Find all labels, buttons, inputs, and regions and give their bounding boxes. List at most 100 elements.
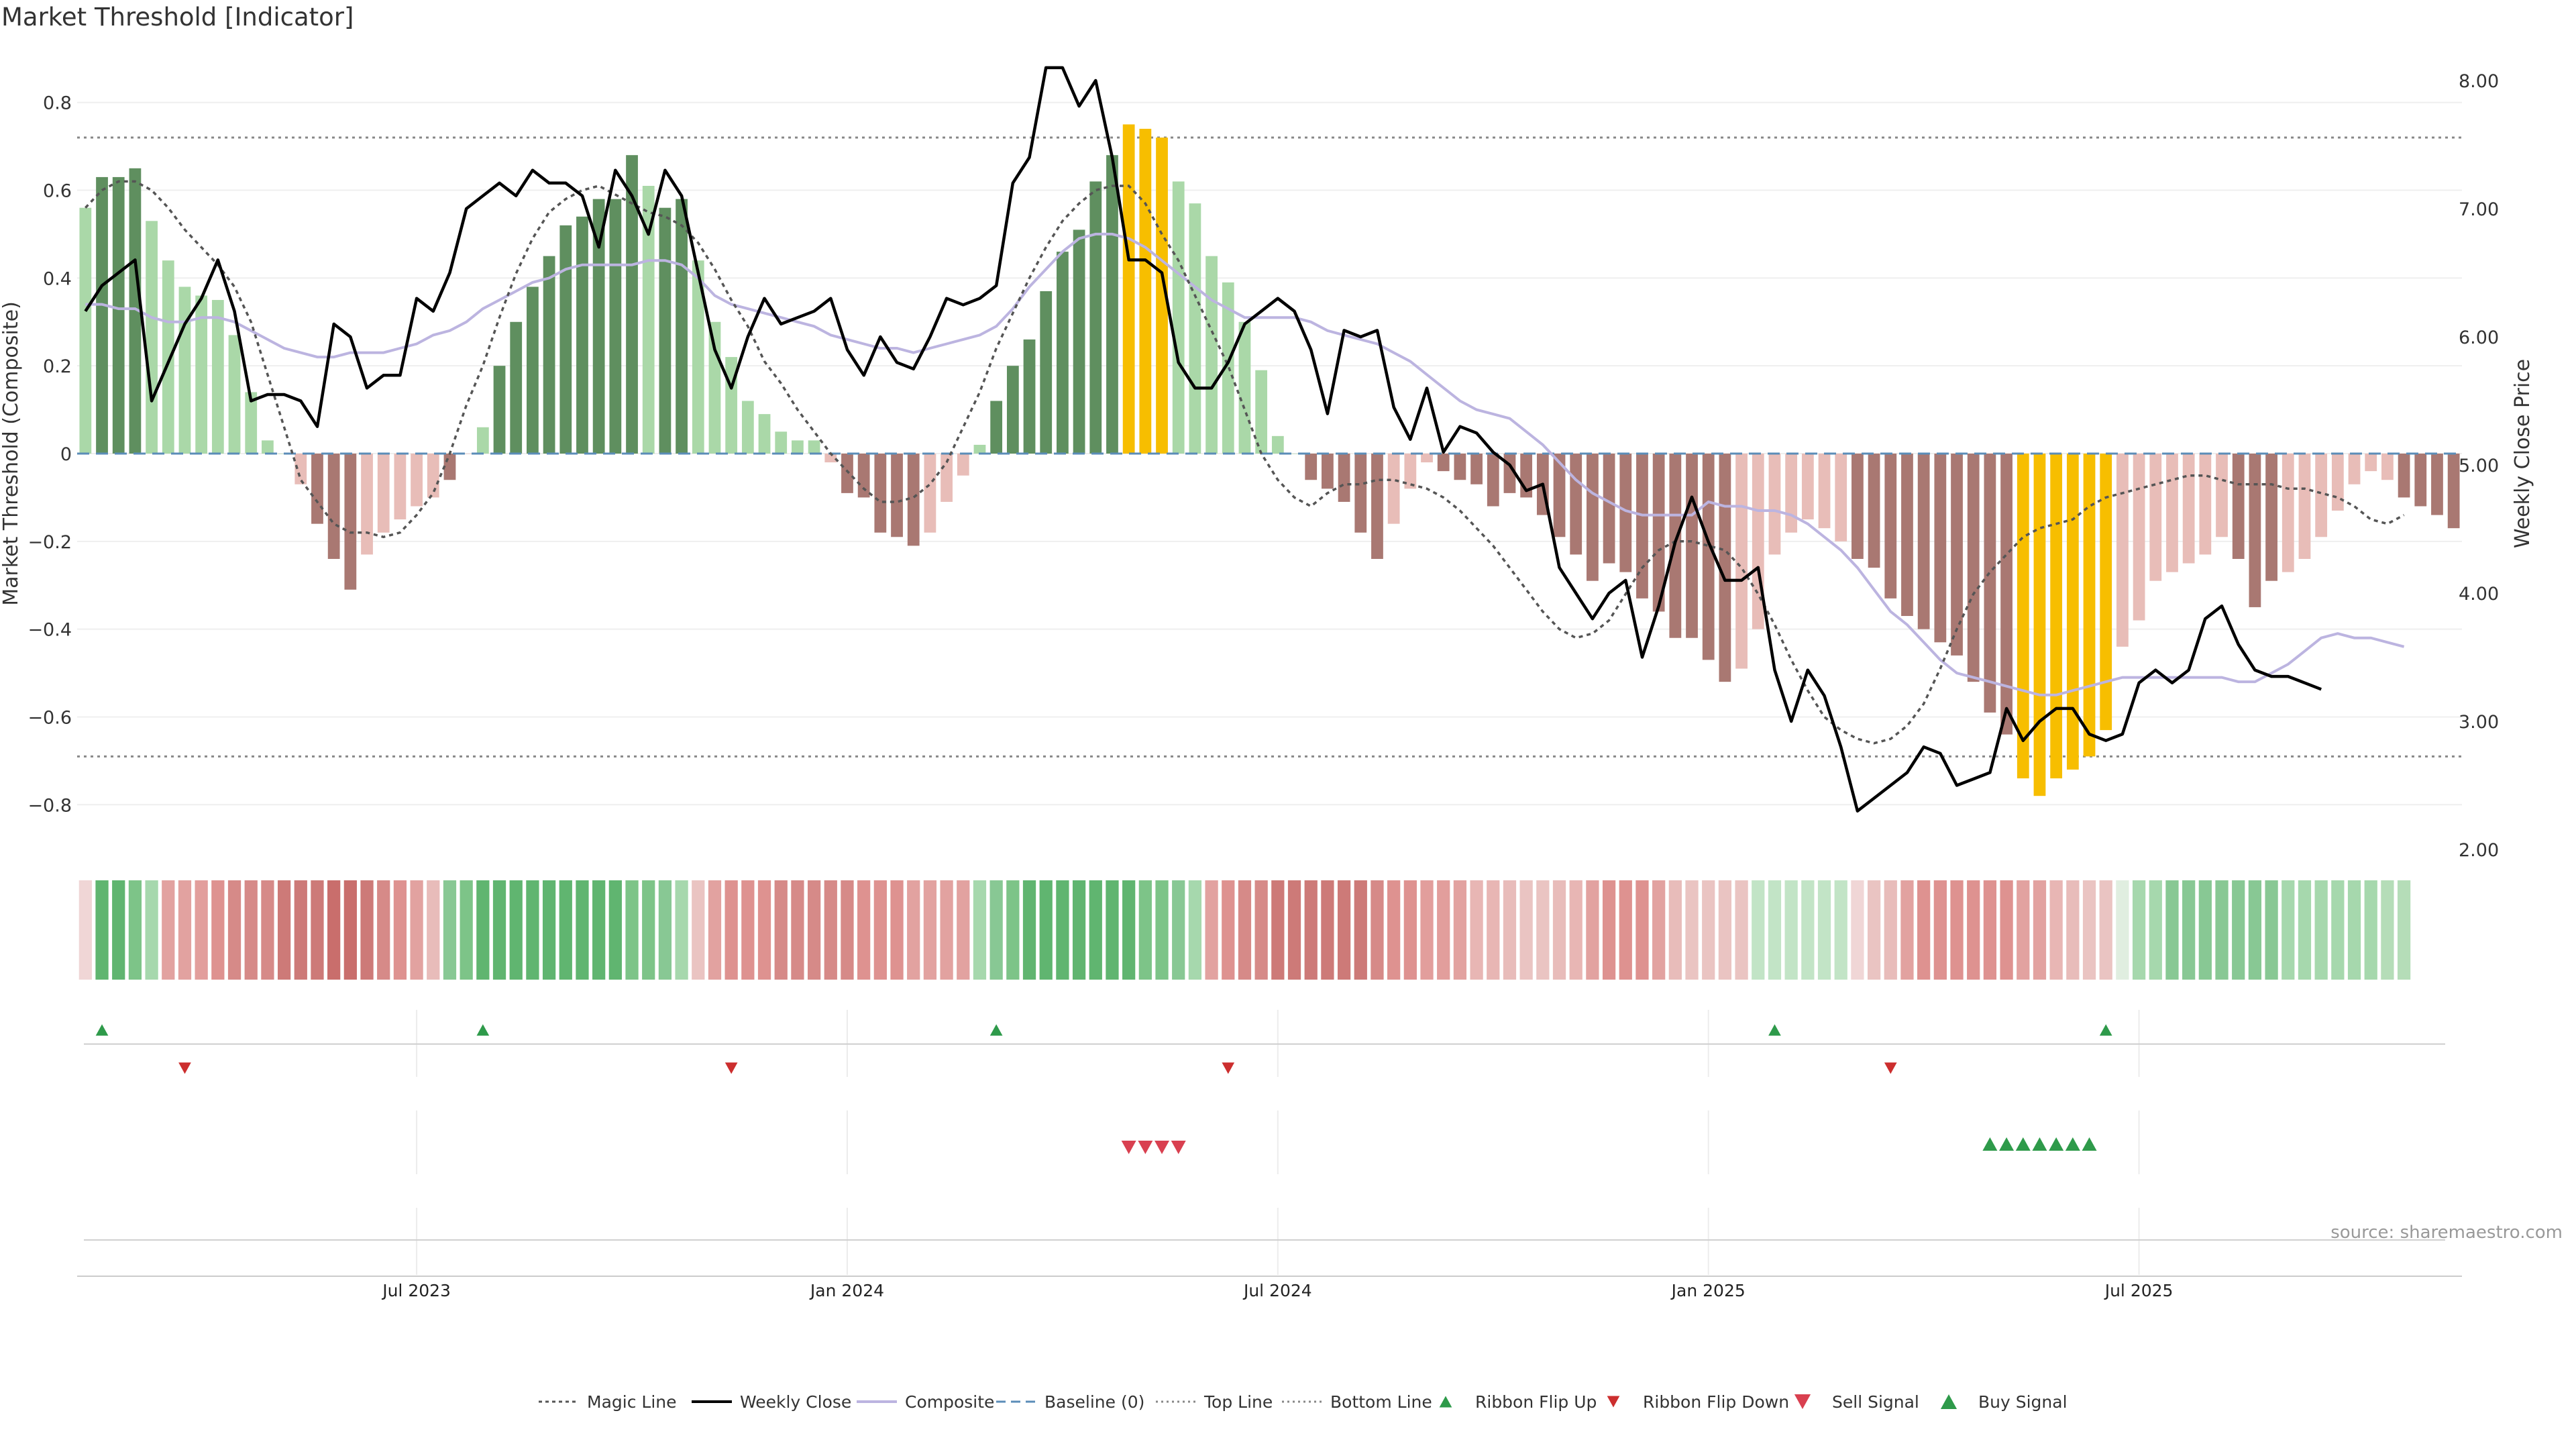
composite-bar [2232, 454, 2245, 559]
ribbon-segment [1387, 880, 1401, 980]
composite-bar [1785, 454, 1798, 533]
ribbon-segment [1371, 880, 1384, 980]
composite-bar [1570, 454, 1582, 555]
composite-bar [2381, 454, 2394, 480]
ribbon-segment [162, 880, 175, 980]
ribbon-segment [1354, 880, 1367, 980]
ribbon-segment [1950, 880, 1964, 980]
composite-bar [1305, 454, 1318, 480]
ribbon-segment [2381, 880, 2394, 980]
composite-bar [2365, 454, 2377, 472]
x-tick-label: Jul 2025 [2104, 1281, 2174, 1300]
ribbon-segment [1917, 880, 1931, 980]
composite-bar [2282, 454, 2294, 572]
ribbon-segment [973, 880, 987, 980]
ribbon-segment [78, 880, 92, 980]
ribbon-segment [1022, 880, 1036, 980]
x-tick-label: Jan 2024 [809, 1281, 884, 1300]
composite-bar [841, 454, 853, 493]
composite-bar [1057, 252, 1069, 454]
ribbon-segment [460, 880, 473, 980]
ribbon-segment [1884, 880, 1897, 980]
composite-bar [2315, 454, 2328, 537]
ribbon-segment [178, 880, 192, 980]
ribbon-segment [1470, 880, 1483, 980]
composite-bar [758, 414, 771, 454]
ribbon-segment [658, 880, 672, 980]
y-tick-label: 0.8 [43, 93, 72, 114]
composite-bar [162, 260, 174, 454]
ribbon-segment [940, 880, 953, 980]
buy-signal-marker [2065, 1137, 2080, 1151]
legend-swatch [1439, 1396, 1452, 1408]
y-tick-label: 0.4 [43, 268, 72, 289]
composite-bar [129, 168, 142, 454]
composite-bar [1205, 256, 1218, 454]
ribbon-segment [907, 880, 920, 980]
ribbon-segment [708, 880, 722, 980]
ribbon-flip-down-marker [1222, 1062, 1235, 1074]
composite-bar [973, 444, 986, 454]
ribbon-segment [2149, 880, 2162, 980]
ribbon-segment [294, 880, 307, 980]
ribbon-flip-down-marker [1884, 1062, 1897, 1074]
ribbon-segment [1321, 880, 1334, 980]
ribbon-segment [277, 880, 291, 980]
ribbon-segment [1006, 880, 1020, 980]
composite-bar [2050, 454, 2063, 779]
composite-bar [626, 155, 638, 454]
composite-bar [327, 454, 340, 559]
ribbon-segment [2099, 880, 2112, 980]
composite-bar [741, 401, 754, 454]
ribbon-flip-down-marker [724, 1062, 738, 1074]
legend-label: Buy Signal [1978, 1392, 2068, 1412]
composite-bar [1387, 454, 1400, 524]
composite-bar [559, 225, 572, 454]
composite-bar [543, 256, 555, 454]
ribbon-segment [1635, 880, 1649, 980]
composite-bar [1768, 454, 1781, 555]
composite-bar [178, 287, 191, 454]
legend-label: Magic Line [587, 1392, 677, 1412]
composite-bar [642, 185, 655, 454]
buy-signal-marker [2032, 1137, 2047, 1151]
composite-bar [1139, 128, 1152, 454]
ribbon-segment [1619, 880, 1632, 980]
composite-bar [476, 427, 489, 454]
composite-bar [1255, 370, 1268, 454]
ribbon-segment [625, 880, 639, 980]
y-tick-label: 0 [60, 444, 72, 465]
ribbon-segment [509, 880, 523, 980]
composite-bar [1984, 454, 1996, 713]
composite-bar [990, 401, 1003, 454]
composite-bar [1619, 454, 1632, 572]
composite-bar [1073, 229, 1085, 454]
composite-bar [1735, 454, 1748, 669]
ribbon-segment [311, 880, 324, 980]
composite-bar [1868, 454, 1880, 568]
ribbon-segment [526, 880, 539, 980]
y-axis-title: Market Threshold (Composite) [0, 301, 23, 606]
legend-swatch [1794, 1394, 1811, 1409]
ribbon-segment [1403, 880, 1417, 980]
ribbon-segment [1056, 880, 1069, 980]
ribbon-segment [476, 880, 490, 980]
composite-bar [874, 454, 887, 533]
ribbon-segment [377, 880, 390, 980]
composite-bar [2116, 454, 2129, 647]
x-tick-label: Jul 2024 [1242, 1281, 1312, 1300]
composite-bar [2249, 454, 2261, 607]
ribbon-segment [1222, 880, 1235, 980]
ribbon-flip-up-marker [989, 1024, 1003, 1036]
composite-bar [1934, 454, 1947, 643]
ribbon-segment [1205, 880, 1218, 980]
ribbon-segment [2314, 880, 2328, 980]
composite-bar [2414, 454, 2427, 507]
composite-bar [1487, 454, 1499, 507]
composite-bar [1172, 181, 1185, 454]
composite-bar [2447, 454, 2460, 529]
composite-bar [775, 431, 788, 454]
legend-label: Weekly Close [740, 1392, 851, 1412]
ribbon-segment [774, 880, 788, 980]
composite-bar [1801, 454, 1814, 520]
